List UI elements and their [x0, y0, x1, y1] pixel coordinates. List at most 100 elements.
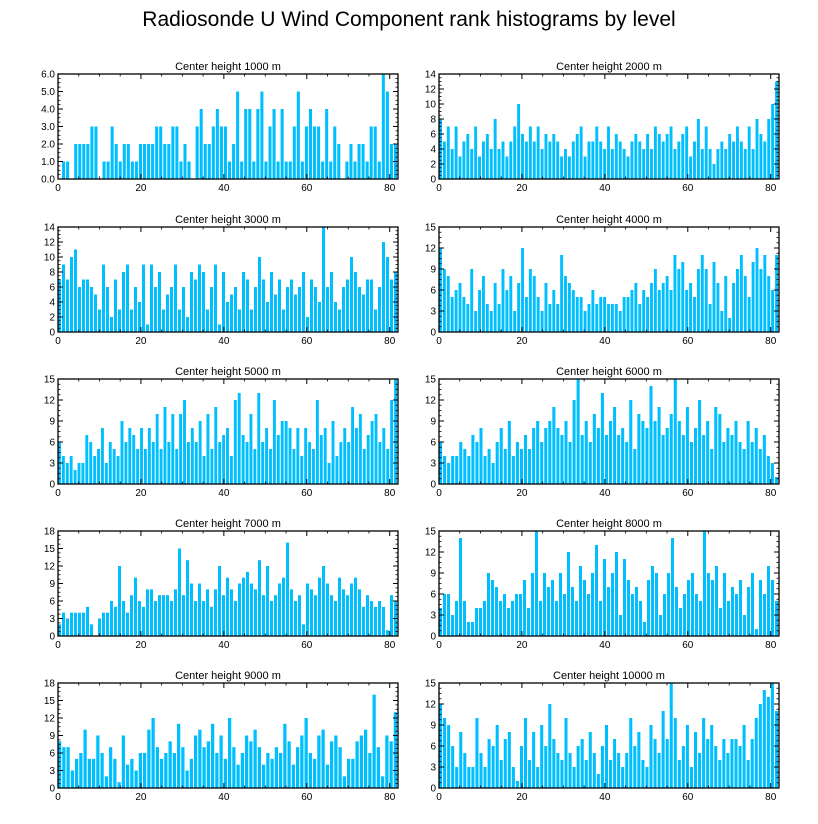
histogram-bar	[183, 144, 187, 179]
y-tick-label: 8	[49, 268, 55, 279]
histogram-bar	[351, 758, 355, 788]
histogram-bar	[693, 141, 696, 179]
histogram-bar	[491, 463, 495, 484]
histogram-bar	[334, 302, 337, 332]
panel-7000m: Center height 7000 m 0 3 6 9 12 15 18 0 20 40 60 80	[44, 518, 399, 651]
histogram-bar	[524, 297, 528, 332]
histogram-bar	[276, 161, 280, 179]
histogram-bar	[743, 276, 747, 332]
histogram-bar	[531, 573, 534, 636]
histogram-bar	[576, 379, 580, 484]
histogram-bar	[104, 776, 108, 788]
histogram-bar	[770, 683, 774, 788]
histogram-bar	[374, 414, 378, 484]
x-tick-label: 80	[765, 792, 777, 803]
histogram-bar	[70, 612, 73, 636]
y-tick-label: 4	[430, 145, 436, 156]
y-tick-label: 0	[430, 480, 436, 491]
histogram-bar	[69, 456, 73, 484]
histogram-bar	[647, 580, 650, 636]
histogram-bar	[463, 753, 467, 788]
histogram-bar	[382, 606, 385, 636]
histogram-bar	[487, 573, 490, 636]
histogram-bar	[536, 126, 540, 179]
histogram-bar	[186, 560, 189, 636]
histogram-bar	[489, 149, 493, 179]
histogram-bar	[83, 729, 87, 788]
histogram-bar	[604, 725, 608, 788]
histogram-bar	[635, 587, 638, 636]
histogram-bar	[241, 435, 245, 484]
histogram-bar	[614, 304, 618, 332]
histogram-bar	[443, 718, 447, 788]
histogram-bar	[206, 589, 209, 636]
histogram-bar	[189, 758, 193, 788]
histogram-bar	[579, 126, 583, 179]
histogram-bar	[70, 257, 73, 332]
histogram-bar	[491, 580, 494, 636]
y-tick-label: 6	[49, 438, 55, 449]
histogram-bar	[236, 91, 240, 179]
histogram-bar	[610, 304, 614, 332]
y-tick-label: 14	[44, 223, 56, 234]
histogram-bar	[337, 144, 341, 179]
histogram-bar	[102, 161, 106, 179]
histogram-bar	[603, 149, 607, 179]
x-tick-label: 0	[55, 488, 61, 499]
histogram-bar	[296, 428, 300, 484]
x-tick-label: 40	[599, 336, 611, 347]
histogram-bar	[442, 269, 446, 332]
histogram-bar	[308, 442, 312, 484]
histogram-bar	[106, 161, 110, 179]
histogram-bar	[335, 456, 339, 484]
histogram-bar	[142, 264, 145, 332]
histogram-bar	[607, 587, 610, 636]
histogram-bar	[774, 477, 778, 484]
histogram-bar	[228, 718, 232, 788]
histogram-bar	[580, 435, 584, 484]
histogram-bar	[726, 753, 730, 788]
histogram-bar	[362, 449, 366, 484]
histogram-bar	[642, 290, 646, 332]
histogram-bar	[97, 449, 100, 484]
histogram-bar	[326, 583, 329, 636]
histogram-bar	[102, 264, 105, 332]
histogram-bar	[286, 542, 289, 636]
histogram-bar	[767, 566, 770, 636]
histogram-bar	[653, 739, 657, 788]
histogram-bar	[266, 302, 269, 332]
histogram-bar	[365, 161, 369, 179]
histogram-bar	[202, 456, 206, 484]
panel-title: Center height 8000 m	[556, 518, 662, 530]
histogram-bar	[304, 428, 308, 484]
histogram-bar	[230, 589, 233, 636]
histogram-bar	[147, 729, 151, 788]
histogram-bar	[82, 279, 85, 332]
histogram-bar	[454, 126, 458, 179]
histogram-bar	[708, 304, 712, 332]
histogram-bar	[354, 577, 357, 636]
histogram-bar	[547, 587, 550, 636]
histogram-bar	[150, 589, 153, 636]
histogram-bar	[463, 601, 466, 636]
histogram-bar	[548, 304, 552, 332]
histogram-bar	[685, 725, 689, 788]
x-tick-label: 80	[384, 640, 396, 651]
histogram-bar	[758, 704, 762, 788]
histogram-bar	[345, 161, 349, 179]
y-tick-label: 0	[49, 480, 55, 491]
histogram-bar	[724, 149, 728, 179]
histogram-bar	[206, 414, 210, 484]
x-tick-label: 60	[301, 336, 313, 347]
histogram-bar	[302, 272, 305, 332]
histogram-bar	[113, 758, 117, 788]
histogram-bar	[66, 161, 70, 179]
histogram-bar	[211, 723, 215, 788]
histogram-bar	[467, 767, 471, 788]
histogram-bar	[754, 718, 758, 788]
histogram-bar	[389, 741, 393, 788]
histogram-bar	[202, 601, 205, 636]
histogram-bar	[370, 279, 373, 332]
histogram-bar	[146, 324, 149, 332]
histogram-bar	[653, 126, 657, 179]
